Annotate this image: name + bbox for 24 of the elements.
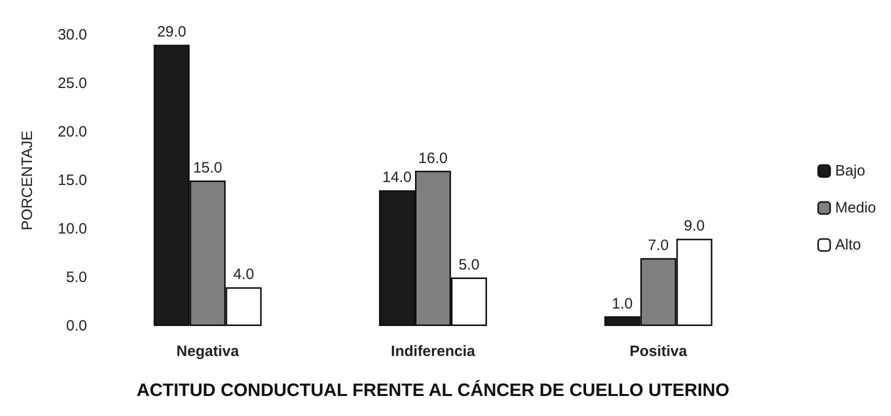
y-tick-label: 0.0 (66, 318, 87, 334)
legend-label: Alto (835, 236, 862, 254)
data-label: 1.0 (612, 295, 633, 312)
y-tick-label: 15.0 (58, 172, 87, 189)
legend-label: Medio (835, 200, 876, 216)
data-label: 14.0 (382, 169, 412, 186)
y-tick-label: 5.0 (66, 269, 87, 286)
x-axis-title: ACTITUD CONDUCTUAL FRENTE AL CÁNCER DE CUELLO UTERINO (136, 380, 730, 400)
data-label: 7.0 (648, 237, 669, 254)
data-label: 15.0 (193, 160, 222, 176)
data-label: 29.0 (157, 24, 186, 41)
x-tick-label: Negativa (176, 343, 240, 360)
data-label: 9.0 (684, 218, 705, 235)
data-label: 16.0 (418, 150, 448, 167)
y-tick-label: 10.0 (58, 220, 87, 238)
x-tick-label: Indiferencia (390, 343, 476, 360)
data-label: 5.0 (458, 256, 480, 274)
data-label: 4.0 (233, 266, 254, 284)
y-tick-label: 30.0 (58, 26, 87, 44)
y-axis-title: PORCENTAJE (19, 130, 36, 230)
x-tick-label: Positiva (630, 343, 688, 360)
y-tick-label: 25.0 (58, 75, 87, 92)
y-tick-label: 20.0 (58, 124, 87, 140)
legend-label: Bajo (835, 162, 866, 180)
